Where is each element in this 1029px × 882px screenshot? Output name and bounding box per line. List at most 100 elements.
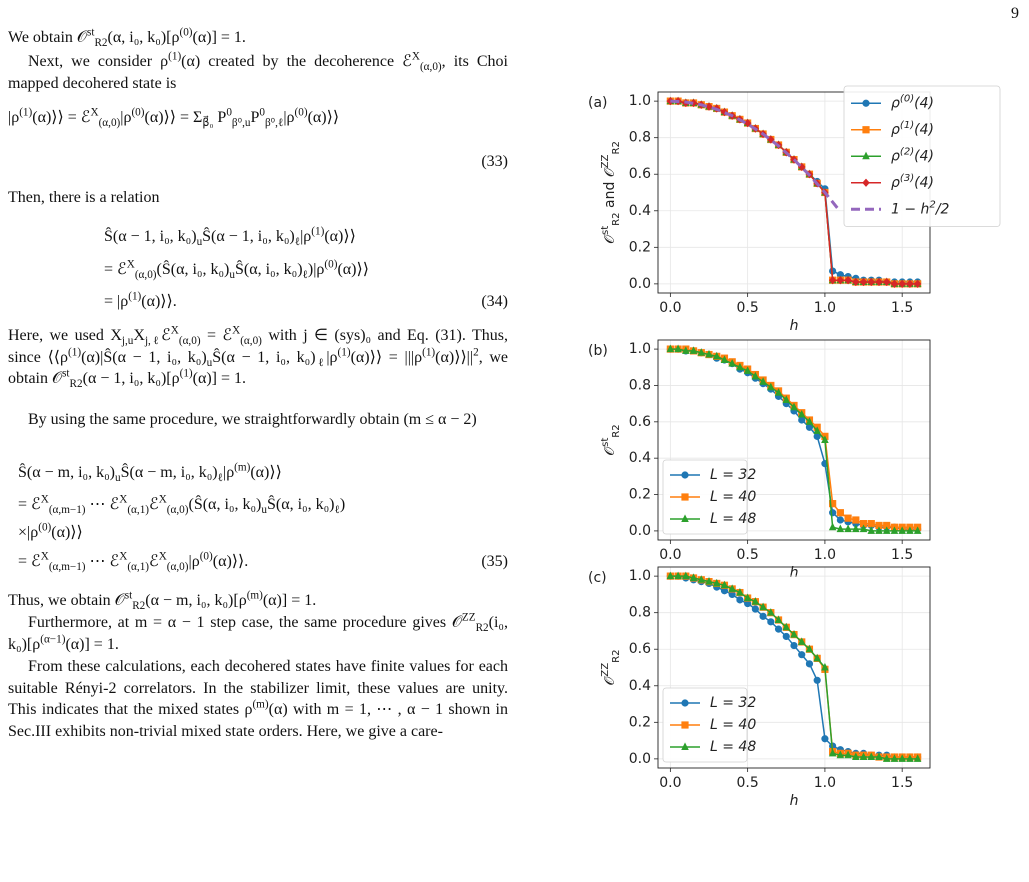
- marker: [836, 509, 844, 517]
- marker: [813, 426, 821, 434]
- y-tick-label: 0.6: [629, 641, 651, 657]
- subscript: R2: [611, 212, 622, 225]
- marker: [844, 524, 852, 533]
- superscript: ZZ: [600, 663, 611, 677]
- superscript: 0: [226, 106, 232, 119]
- x-tick-label: 0.5: [737, 300, 759, 316]
- marker: [859, 277, 868, 287]
- superscript: X: [232, 324, 241, 337]
- marker: [828, 522, 837, 531]
- legend-label: 1 − h2/2: [891, 199, 950, 218]
- superscript: (1): [68, 346, 82, 359]
- y-tick-label: 0.2: [629, 714, 651, 730]
- marker: [906, 279, 914, 289]
- marker: [852, 524, 860, 533]
- marker: [829, 509, 837, 517]
- marker: [836, 516, 844, 524]
- marker: [790, 402, 798, 411]
- subscript: (α,m−1): [48, 504, 86, 517]
- marker: [836, 276, 845, 285]
- superscript: (m): [252, 698, 269, 711]
- marker: [890, 526, 899, 534]
- paragraph: Then, there is a relation: [8, 189, 160, 206]
- marker: [759, 377, 767, 385]
- marker: [751, 597, 760, 605]
- marker: [906, 754, 914, 762]
- marker: [883, 277, 891, 287]
- equation-number: (34): [481, 293, 508, 310]
- marker: [681, 699, 689, 707]
- legend-label: L = 40: [710, 489, 756, 505]
- marker: [913, 526, 922, 534]
- legend-label: L = 48: [710, 739, 756, 755]
- marker: [813, 676, 821, 684]
- subscript: u: [261, 504, 267, 517]
- y-tick-label: 0.0: [629, 523, 651, 539]
- legend-label: L = 48: [710, 511, 756, 527]
- marker: [828, 276, 837, 285]
- superscript: (1): [179, 367, 193, 380]
- marker: [681, 721, 689, 729]
- superscript: (0): [324, 258, 338, 271]
- marker: [867, 752, 876, 761]
- marker: [913, 279, 922, 289]
- marker: [836, 750, 845, 759]
- marker: [805, 417, 814, 425]
- marker: [797, 409, 806, 418]
- x-tick-label: 1.0: [814, 547, 836, 563]
- marker: [666, 571, 675, 580]
- marker: [736, 588, 744, 596]
- subscript: R2: [475, 622, 489, 635]
- superscript: (1): [337, 346, 351, 359]
- marker: [821, 735, 829, 743]
- marker: [712, 351, 721, 360]
- subscript: R2: [611, 649, 622, 662]
- marker: [681, 514, 689, 523]
- paragraph: We obtain 𝒪stR2(α, i₀, k₀)[ρ(0)(α)] = 1.: [8, 26, 246, 50]
- y-axis-label: 𝒪ZZR2: [600, 649, 622, 685]
- marker: [782, 632, 790, 641]
- marker: [875, 277, 883, 287]
- superscript: st: [62, 367, 70, 380]
- marker: [844, 750, 852, 759]
- legend-label: L = 32: [710, 695, 756, 711]
- marker: [774, 615, 783, 623]
- superscript: (1): [311, 225, 325, 238]
- superscript: (0): [38, 521, 52, 534]
- axes-frame: [657, 339, 931, 541]
- y-axis-label: 𝒪stR2: [600, 424, 622, 455]
- x-axis-label: h: [790, 318, 799, 334]
- x-tick-label: 0.5: [737, 775, 759, 791]
- marker: [759, 602, 767, 611]
- subscript: (α,0): [166, 561, 189, 574]
- y-tick-label: 0.2: [629, 239, 651, 255]
- marker: [852, 752, 860, 761]
- marker: [674, 344, 682, 353]
- marker: [790, 641, 798, 650]
- superscript: (1): [900, 119, 914, 130]
- equation-line: = ℰX(α,m−1) ⋯ ℰX(α,1)ℰX(α,0)(Ŝ(α, i₀, k₀…: [18, 493, 346, 517]
- subscript: u: [229, 269, 235, 282]
- x-axis-label: h: [790, 565, 799, 581]
- subscript: R2: [94, 37, 108, 50]
- marker: [682, 346, 690, 354]
- equation-line: = ℰX(α,m−1) ⋯ ℰX(α,1)ℰX(α,0)|ρ(0)(α)⟩⟩.: [18, 550, 249, 574]
- marker: [728, 359, 736, 367]
- superscript: 2: [473, 346, 479, 359]
- superscript: (m): [234, 461, 251, 474]
- marker: [836, 524, 845, 533]
- subscript: β⁰,u: [231, 117, 251, 130]
- marker: [767, 382, 775, 391]
- subscript: (α,0): [134, 269, 157, 282]
- subscript: (α,0): [240, 335, 262, 348]
- marker: [882, 754, 891, 762]
- marker: [913, 754, 922, 762]
- superscript: (0): [900, 93, 914, 104]
- superscript: (0): [131, 106, 145, 119]
- superscript: X: [40, 550, 49, 563]
- marker: [821, 662, 829, 671]
- marker: [681, 471, 689, 479]
- marker: [890, 279, 899, 289]
- superscript: X: [170, 324, 179, 337]
- y-tick-label: 0.0: [629, 751, 651, 767]
